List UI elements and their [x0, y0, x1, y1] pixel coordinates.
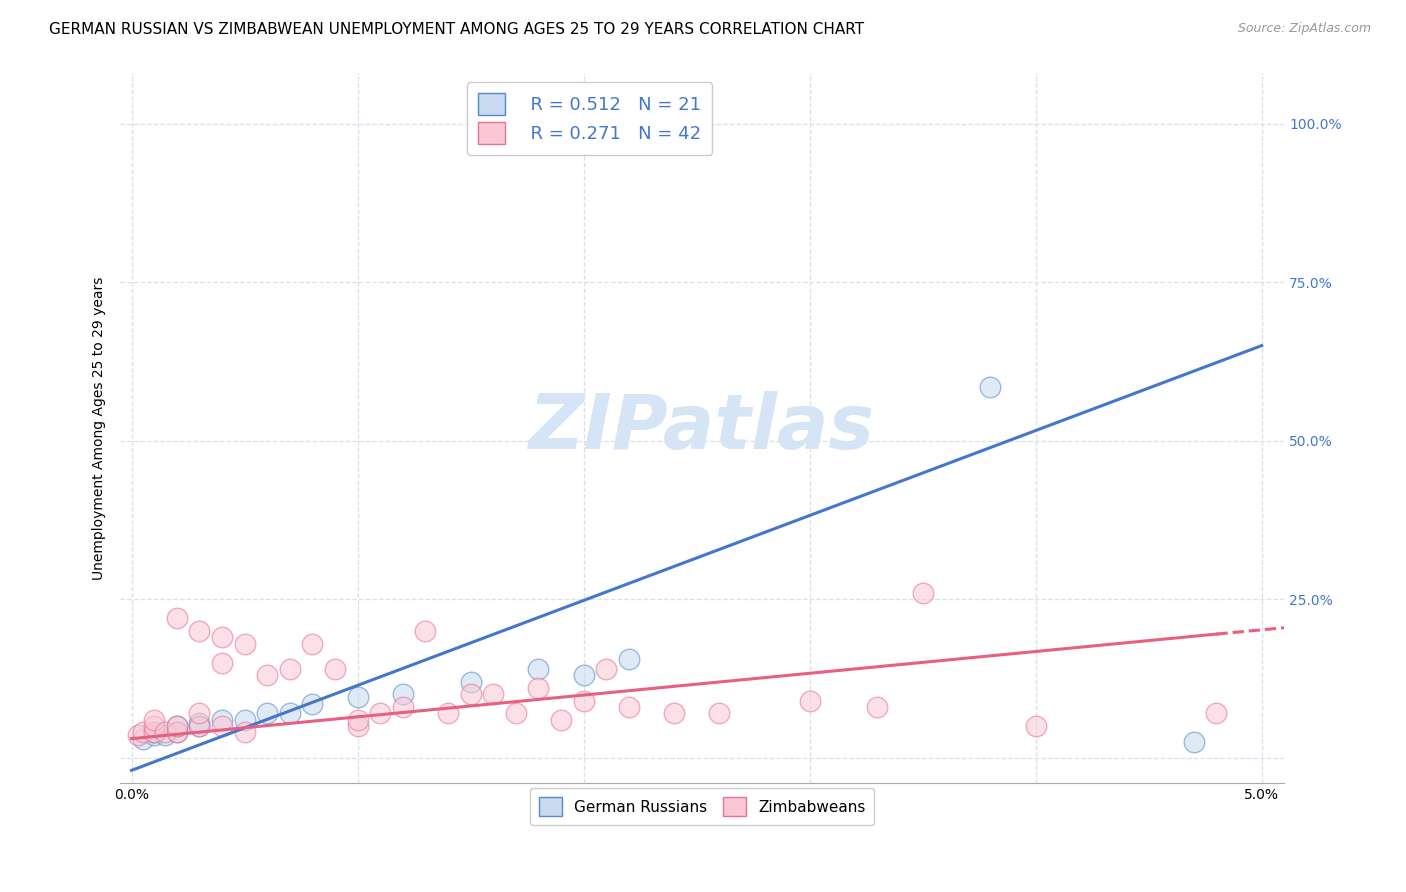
- Point: [301, 636, 323, 650]
- Point: [143, 729, 166, 743]
- Text: GERMAN RUSSIAN VS ZIMBABWEAN UNEMPLOYMENT AMONG AGES 25 TO 29 YEARS CORRELATION : GERMAN RUSSIAN VS ZIMBABWEAN UNEMPLOYMEN…: [49, 22, 865, 37]
- Point: [188, 715, 211, 730]
- Text: ZIPatlas: ZIPatlas: [529, 391, 876, 465]
- Point: [256, 706, 278, 721]
- Point: [346, 713, 368, 727]
- Legend: German Russians, Zimbabweans: German Russians, Zimbabweans: [530, 789, 875, 825]
- Point: [233, 725, 256, 739]
- Point: [662, 706, 685, 721]
- Point: [143, 725, 166, 739]
- Point: [482, 687, 505, 701]
- Y-axis label: Unemployment Among Ages 25 to 29 years: Unemployment Among Ages 25 to 29 years: [93, 277, 107, 580]
- Point: [132, 725, 155, 739]
- Point: [527, 662, 550, 676]
- Point: [617, 700, 640, 714]
- Point: [709, 706, 731, 721]
- Point: [572, 668, 595, 682]
- Point: [233, 636, 256, 650]
- Point: [155, 725, 177, 739]
- Text: Source: ZipAtlas.com: Source: ZipAtlas.com: [1237, 22, 1371, 36]
- Point: [188, 719, 211, 733]
- Point: [505, 706, 527, 721]
- Point: [211, 713, 233, 727]
- Point: [278, 662, 301, 676]
- Point: [460, 687, 482, 701]
- Point: [278, 706, 301, 721]
- Point: [346, 719, 368, 733]
- Point: [143, 719, 166, 733]
- Point: [1182, 735, 1205, 749]
- Point: [866, 700, 889, 714]
- Point: [595, 662, 617, 676]
- Point: [527, 681, 550, 695]
- Point: [346, 690, 368, 705]
- Point: [301, 697, 323, 711]
- Point: [617, 652, 640, 666]
- Point: [188, 624, 211, 638]
- Point: [211, 719, 233, 733]
- Point: [460, 674, 482, 689]
- Point: [1025, 719, 1047, 733]
- Point: [166, 611, 188, 625]
- Point: [188, 719, 211, 733]
- Point: [572, 693, 595, 707]
- Point: [127, 729, 149, 743]
- Point: [368, 706, 391, 721]
- Point: [233, 713, 256, 727]
- Point: [391, 700, 413, 714]
- Point: [911, 586, 934, 600]
- Point: [437, 706, 460, 721]
- Point: [323, 662, 346, 676]
- Point: [166, 725, 188, 739]
- Point: [391, 687, 413, 701]
- Point: [166, 725, 188, 739]
- Point: [166, 719, 188, 733]
- Point: [155, 729, 177, 743]
- Point: [256, 668, 278, 682]
- Point: [799, 693, 821, 707]
- Point: [188, 706, 211, 721]
- Point: [211, 656, 233, 670]
- Point: [166, 719, 188, 733]
- Point: [143, 713, 166, 727]
- Point: [132, 731, 155, 746]
- Point: [1205, 706, 1227, 721]
- Point: [211, 630, 233, 644]
- Point: [550, 713, 572, 727]
- Point: [415, 624, 437, 638]
- Point: [143, 725, 166, 739]
- Point: [979, 380, 1001, 394]
